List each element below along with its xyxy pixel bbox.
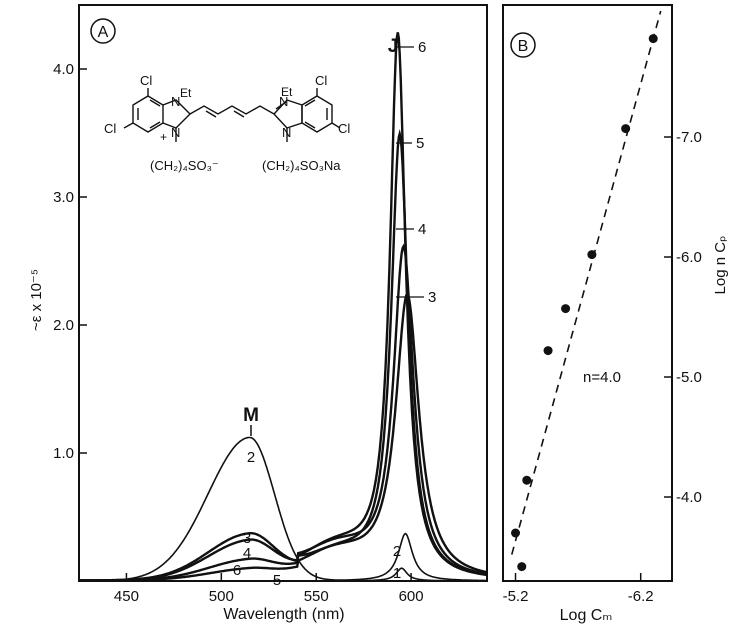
data-point-0 bbox=[511, 528, 521, 538]
spectrum-curve-1 bbox=[79, 567, 487, 582]
panel-a-y-axis: 1.0 2.0 3.0 4.0 bbox=[53, 61, 87, 462]
x-tick-label-b-1: -6.2 bbox=[628, 588, 654, 605]
right-n-bottom: N bbox=[282, 125, 291, 140]
spectrum-curve-5 bbox=[79, 129, 488, 582]
x-tick-label-a-3: 600 bbox=[399, 588, 424, 605]
right-n-top: N bbox=[279, 94, 288, 109]
left-plus: + bbox=[160, 130, 167, 144]
curve-label-m-3: 3 bbox=[243, 530, 251, 547]
dye-structure bbox=[123, 88, 341, 142]
panel-b-frame bbox=[502, 4, 673, 582]
data-point-1 bbox=[517, 562, 527, 572]
spectrum-curve-6 bbox=[79, 32, 488, 582]
panel-b-label-text: B bbox=[518, 38, 529, 55]
x-tick-label-a-2: 550 bbox=[304, 588, 329, 605]
left-chain: (CH₂)₄SO₃⁻ bbox=[150, 158, 219, 173]
panel-b-points bbox=[511, 34, 658, 572]
x-tick-label-a-0: 450 bbox=[114, 588, 139, 605]
methine-bridge bbox=[189, 105, 275, 115]
x-tick-label-b-0: -5.2 bbox=[503, 588, 529, 605]
curve-label-m-6: 6 bbox=[233, 562, 241, 579]
data-point-2 bbox=[522, 475, 532, 485]
right-chain: (CH₂)₄SO₃Na bbox=[262, 158, 341, 173]
left-et: Et bbox=[180, 86, 192, 100]
panel-b-fit bbox=[510, 10, 662, 555]
panel-b-label: B bbox=[510, 32, 536, 58]
panel-a: A 1.0 2.0 3.0 4.0 450 500 550 600 ~ε x 10⁻⁵ Wa… bbox=[28, 4, 488, 623]
curve-label-j-5: 5 bbox=[416, 135, 424, 152]
spectrum-curve-4 bbox=[79, 243, 488, 582]
panel-a-label: A bbox=[90, 18, 116, 44]
x-tick-label-a-1: 500 bbox=[209, 588, 234, 605]
panel-a-x-label: Wavelength (nm) bbox=[223, 606, 344, 623]
dye-structure-labels: Cl Cl Et N N + (CH₂)₄SO₃⁻ Et N N Cl Cl (… bbox=[104, 73, 350, 173]
data-point-4 bbox=[561, 304, 571, 314]
spectrum-curve-3 bbox=[79, 292, 488, 582]
curve-label-m-4: 4 bbox=[243, 545, 251, 562]
panel-b-x-axis: -5.2 -6.2 bbox=[503, 573, 654, 605]
data-point-7 bbox=[648, 34, 658, 44]
panel-b-y-axis: -4.0 -5.0 -6.0 -7.0 bbox=[664, 129, 702, 506]
curve-label-j-6: 6 bbox=[418, 39, 426, 56]
panel-b: B -4.0 -5.0 -6.0 -7.0 -5.2 -6.2 Log n Cₚ Log… bbox=[502, 4, 729, 624]
y-tick-label-a-0: 1.0 bbox=[53, 445, 74, 462]
left-n-bottom: N bbox=[171, 125, 180, 140]
curve-label-j-4: 4 bbox=[418, 221, 426, 238]
spectrum-curve-2 bbox=[79, 436, 487, 582]
curve-label-j-3: 3 bbox=[428, 289, 436, 306]
curve-label-m-5: 5 bbox=[273, 572, 281, 589]
y-tick-label-a-2: 3.0 bbox=[53, 189, 74, 206]
panel-b-y-label: Log n Cₚ bbox=[712, 236, 729, 295]
fit-line bbox=[510, 10, 662, 555]
y-tick-label-b-0: -4.0 bbox=[676, 489, 702, 506]
annotation-j: J bbox=[388, 36, 399, 57]
left-cl-side: Cl bbox=[104, 121, 116, 136]
left-cl-top: Cl bbox=[140, 73, 152, 88]
y-tick-label-b-1: -5.0 bbox=[676, 369, 702, 386]
right-benzene-ring bbox=[301, 95, 333, 133]
y-tick-label-a-3: 4.0 bbox=[53, 61, 74, 78]
curve-label-j-2: 2 bbox=[393, 543, 401, 560]
annotation-m: M bbox=[243, 405, 259, 426]
annotation-n: n=4.0 bbox=[583, 369, 621, 386]
panel-a-label-text: A bbox=[98, 24, 109, 41]
right-cl-top: Cl bbox=[315, 73, 327, 88]
data-point-6 bbox=[621, 124, 631, 134]
y-tick-label-b-3: -7.0 bbox=[676, 129, 702, 146]
y-tick-label-a-1: 2.0 bbox=[53, 317, 74, 334]
right-et: Et bbox=[281, 85, 293, 99]
data-point-3 bbox=[543, 346, 553, 356]
right-cl-side: Cl bbox=[338, 121, 350, 136]
panel-a-curves bbox=[79, 32, 488, 582]
y-tick-label-b-2: -6.0 bbox=[676, 249, 702, 266]
panel-b-x-label: Log Cₘ bbox=[560, 607, 613, 624]
curve-label-m-2: 2 bbox=[247, 449, 255, 466]
panel-a-y-label: ~ε x 10⁻⁵ bbox=[28, 269, 45, 331]
curve-label-j-1: 1 bbox=[393, 565, 401, 582]
data-point-5 bbox=[587, 250, 597, 260]
left-n-top: N bbox=[171, 94, 180, 109]
